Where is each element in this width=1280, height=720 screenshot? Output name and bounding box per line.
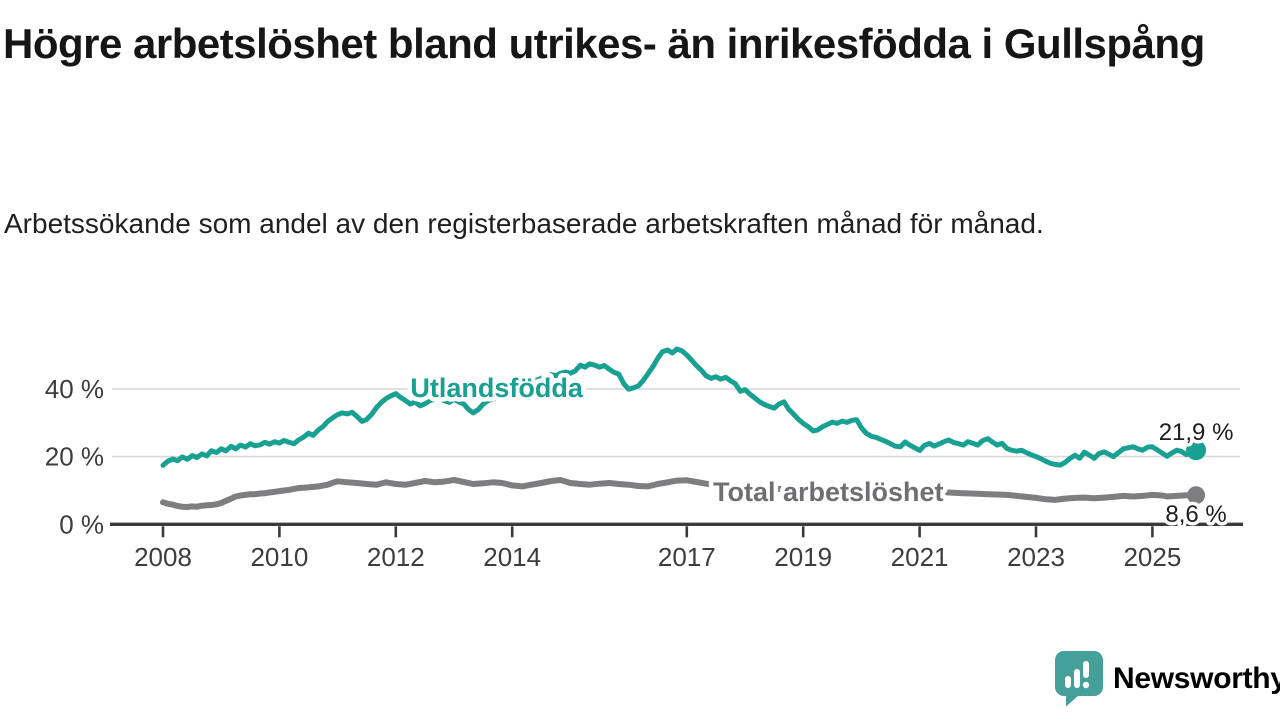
series-line-1 <box>160 477 1199 510</box>
series-end-dot-0 <box>1186 440 1207 461</box>
header: Högre arbetslöshet bland utrikes- än inr… <box>3 18 1253 239</box>
x-tick-label: 2008 <box>134 542 192 572</box>
y-tick-label: 20 % <box>45 442 104 472</box>
logo-bar-medium <box>1074 669 1080 688</box>
series-end-dot-1 <box>1187 486 1206 505</box>
page-title: Högre arbetslöshet bland utrikes- än inr… <box>3 20 1205 67</box>
x-tick-label: 2021 <box>891 542 949 572</box>
logo-bar-small <box>1065 676 1071 688</box>
series-line-0 <box>160 346 1199 468</box>
newsworthy-wordmark: Newsworthy <box>1113 661 1280 695</box>
page-subtitle: Arbetssökande som andel av den registerb… <box>4 208 1044 239</box>
series-end-value-label-1: 8,6 % <box>1165 501 1226 528</box>
y-tick-label: 0 % <box>59 509 104 539</box>
x-tick-label: 2012 <box>367 542 425 572</box>
y-tick-label: 40 % <box>45 374 104 404</box>
x-tick-label: 2023 <box>1007 542 1065 572</box>
logo-exclaim-dot <box>1082 681 1090 689</box>
x-tick-label: 2017 <box>658 542 716 572</box>
series-inline-label-0: Utlandsfödda <box>410 373 583 403</box>
x-tick-label: 2019 <box>774 542 832 572</box>
x-tick-label: 2025 <box>1123 542 1181 572</box>
logo-bar-exclaim <box>1083 661 1089 678</box>
series-end-value-label-0: 21,9 % <box>1159 419 1234 446</box>
x-tick-label: 2010 <box>250 542 308 572</box>
newsworthy-logo: Newsworthy <box>1053 650 1280 707</box>
x-tick-label: 2014 <box>483 542 541 572</box>
series-inline-label-1: Total arbetslöshet <box>713 477 944 507</box>
newsworthy-logo-icon <box>1055 651 1103 707</box>
